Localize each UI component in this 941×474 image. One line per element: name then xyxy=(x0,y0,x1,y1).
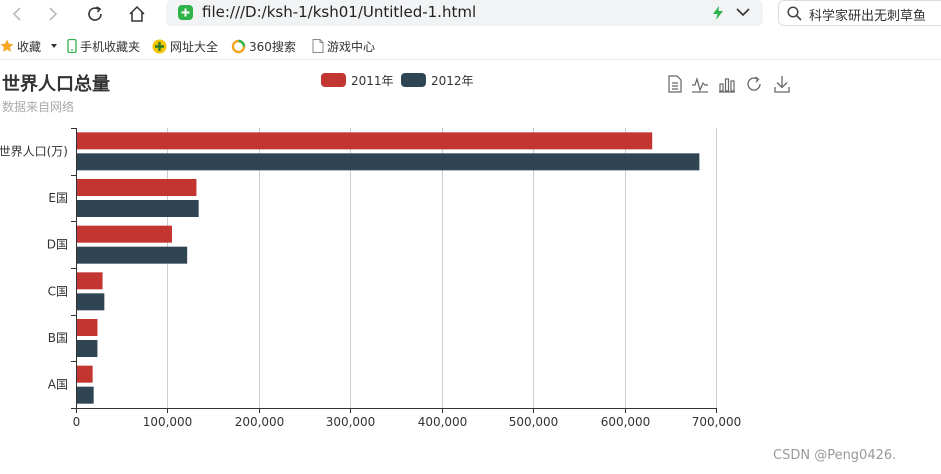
y-category-label: B国 xyxy=(48,331,68,345)
data-view-icon[interactable] xyxy=(666,75,684,93)
bookmark-label: 收藏 xyxy=(17,39,42,54)
bookmarks-bar: 收藏 手机收藏夹 网址大全 360搜索 游戏中心 xyxy=(0,32,941,60)
line-chart-icon[interactable] xyxy=(691,75,709,93)
bar-2012 xyxy=(77,293,105,311)
bar-2011 xyxy=(77,365,93,383)
bar-2011 xyxy=(77,179,197,196)
search-360-icon xyxy=(231,39,246,53)
y-category-label: D国 xyxy=(47,238,68,252)
caret-down-icon[interactable] xyxy=(51,44,58,48)
x-tick-label: 700,000 xyxy=(692,415,742,429)
bookmark-favorites[interactable]: 收藏 xyxy=(0,37,60,55)
bar-2011 xyxy=(77,225,172,243)
bar-2011 xyxy=(77,319,98,336)
bookmark-label: 网址大全 xyxy=(170,39,219,54)
bookmark-mobile[interactable]: 手机收藏夹 xyxy=(67,37,140,55)
x-tick-label: 100,000 xyxy=(143,415,193,429)
bar-2012 xyxy=(77,386,94,404)
legend-label-2011: 2011年 xyxy=(351,73,394,88)
download-icon[interactable] xyxy=(773,75,791,93)
legend-item-2011[interactable]: 2011年 xyxy=(321,72,394,88)
back-arrow-icon[interactable] xyxy=(4,2,30,26)
x-tick-label: 400,000 xyxy=(418,415,468,429)
search-icon xyxy=(787,6,802,21)
x-tick-label: 600,000 xyxy=(601,415,651,429)
bookmark-label: 手机收藏夹 xyxy=(80,39,141,54)
bookmark-label: 360搜索 xyxy=(249,39,296,54)
bookmark-game-center[interactable]: 游戏中心 xyxy=(312,37,375,55)
browser-toolbar: file:///D:/ksh-1/ksh01/Untitled-1.html 科… xyxy=(0,0,941,30)
bar-2011 xyxy=(77,272,103,290)
x-tick-label: 500,000 xyxy=(509,415,559,429)
chevron-down-icon[interactable] xyxy=(736,8,750,18)
globe-icon xyxy=(152,39,167,53)
lightning-icon[interactable] xyxy=(712,6,724,20)
bookmark-site-nav[interactable]: 网址大全 xyxy=(152,37,218,55)
chart-title: 世界人口总量 xyxy=(2,74,110,95)
bookmark-360-search[interactable]: 360搜索 xyxy=(231,37,296,55)
x-tick-label: 0 xyxy=(73,415,81,429)
bar-2012 xyxy=(77,200,199,217)
legend-swatch-2012 xyxy=(401,73,426,87)
legend-item-2012[interactable]: 2012年 xyxy=(401,72,474,88)
y-category-label: A国 xyxy=(48,378,68,392)
bookmark-label: 游戏中心 xyxy=(327,39,376,54)
chart-subtitle: 数据来自网络 xyxy=(2,100,75,114)
x-tick-label: 300,000 xyxy=(326,415,376,429)
legend-label-2012: 2012年 xyxy=(431,73,474,88)
y-category-label: 世界人口(万) xyxy=(0,144,68,158)
restore-icon[interactable] xyxy=(745,75,763,93)
document-icon xyxy=(312,39,324,53)
watermark: CSDN @Peng0426. xyxy=(773,448,897,463)
address-bar[interactable]: file:///D:/ksh-1/ksh01/Untitled-1.html xyxy=(166,0,763,26)
star-icon xyxy=(0,39,14,52)
search-text: 科学家研出无刺草鱼 xyxy=(809,9,927,24)
legend-swatch-2011 xyxy=(321,73,346,87)
url-text: file:///D:/ksh-1/ksh01/Untitled-1.html xyxy=(202,3,477,21)
forward-arrow-icon[interactable] xyxy=(40,2,66,26)
x-tick-label: 200,000 xyxy=(235,415,285,429)
secure-shield-icon xyxy=(178,5,193,20)
bar-chart-icon[interactable] xyxy=(718,75,736,93)
bar-2012 xyxy=(77,246,188,264)
y-category-label: C国 xyxy=(48,284,68,298)
search-box[interactable]: 科学家研出无刺草鱼 xyxy=(778,0,941,26)
home-icon[interactable] xyxy=(124,2,150,26)
phone-icon xyxy=(67,39,77,53)
bar-2012 xyxy=(77,340,98,357)
reload-icon[interactable] xyxy=(82,2,108,26)
bar-2012 xyxy=(77,153,700,171)
y-category-label: E国 xyxy=(48,191,68,205)
bar-2011 xyxy=(77,132,653,150)
